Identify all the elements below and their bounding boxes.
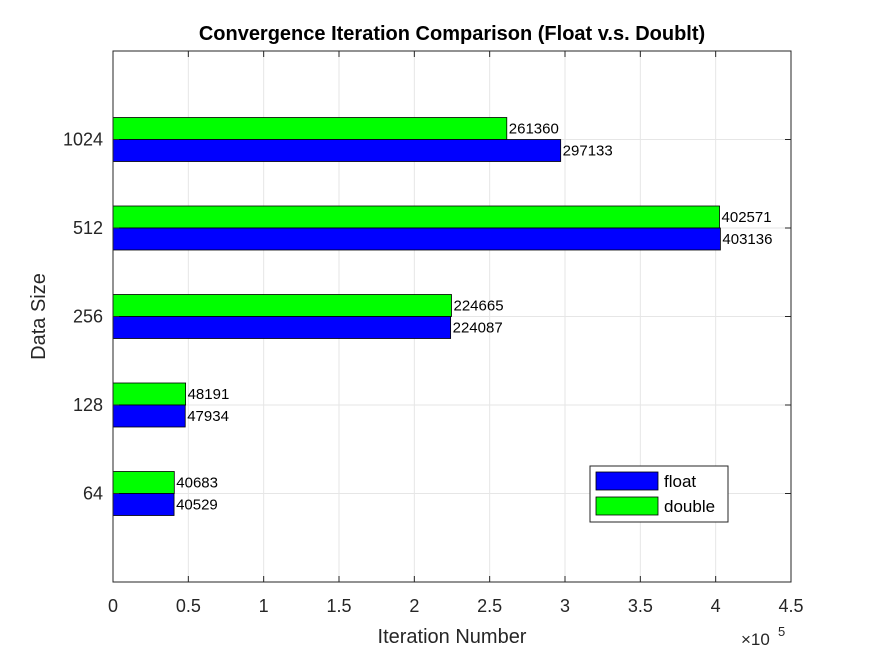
chart-title: Convergence Iteration Comparison (Float … bbox=[199, 23, 705, 45]
bar-double-512 bbox=[112, 205, 720, 229]
bar-double-64 bbox=[112, 471, 175, 494]
bar-float-256 bbox=[112, 316, 452, 339]
data-label-double-1024: 261360 bbox=[509, 121, 559, 138]
data-label-double-64: 40683 bbox=[176, 475, 218, 492]
y-tick-label: 512 bbox=[73, 218, 103, 238]
y-tick-label: 1024 bbox=[63, 130, 103, 150]
legend-swatch-double bbox=[595, 496, 659, 516]
x-tick-label: 4.5 bbox=[778, 596, 803, 616]
legend-label-float: float bbox=[664, 472, 696, 491]
bar-float-512 bbox=[112, 227, 721, 251]
x-tick-label: 1.5 bbox=[326, 596, 351, 616]
x-tick-label: 3 bbox=[560, 596, 570, 616]
x-tick-label: 3.5 bbox=[628, 596, 653, 616]
x-axis-label: Iteration Number bbox=[378, 626, 527, 648]
legend-label-double: double bbox=[664, 497, 715, 516]
data-label-double-256: 224665 bbox=[453, 298, 503, 315]
legend: float double bbox=[589, 465, 729, 523]
legend-swatch-float bbox=[595, 471, 659, 491]
bars: 40683 40529 48191 47934 224665 224087 402571 40… bbox=[112, 117, 772, 516]
bar-float-64 bbox=[112, 493, 175, 516]
x-exponent-power: 5 bbox=[778, 624, 785, 639]
data-label-float-256: 224087 bbox=[453, 320, 503, 337]
x-exponent-label: ×10 bbox=[741, 630, 770, 649]
x-tick-label: 0 bbox=[108, 596, 118, 616]
y-tick-label: 128 bbox=[73, 395, 103, 415]
y-axis: 64 128 256 512 1024 bbox=[63, 130, 791, 504]
data-label-double-128: 48191 bbox=[188, 386, 230, 403]
x-tick-label: 2 bbox=[409, 596, 419, 616]
x-tick-label: 0.5 bbox=[176, 596, 201, 616]
data-label-float-64: 40529 bbox=[176, 497, 218, 514]
x-tick-label: 4 bbox=[711, 596, 721, 616]
x-tick-label: 2.5 bbox=[477, 596, 502, 616]
data-label-float-512: 403136 bbox=[722, 231, 772, 248]
bar-double-1024 bbox=[112, 117, 508, 140]
y-tick-label: 256 bbox=[73, 307, 103, 327]
y-tick-label: 64 bbox=[83, 484, 103, 504]
bar-float-1024 bbox=[112, 139, 562, 162]
x-tick-label: 1 bbox=[259, 596, 269, 616]
bar-double-256 bbox=[112, 294, 452, 317]
x-axis: 0 0.5 1 1.5 2 2.5 3 3.5 4 4.5 bbox=[108, 51, 804, 616]
bar-double-128 bbox=[112, 382, 187, 406]
data-label-float-1024: 297133 bbox=[563, 143, 613, 160]
bar-float-128 bbox=[112, 404, 186, 428]
y-axis-label: Data Size bbox=[28, 273, 50, 360]
data-label-float-128: 47934 bbox=[187, 408, 229, 425]
data-label-double-512: 402571 bbox=[722, 209, 772, 226]
